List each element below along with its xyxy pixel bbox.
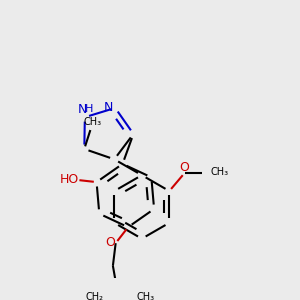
Text: CH₃: CH₃ <box>83 117 102 127</box>
Text: CH₃: CH₃ <box>136 292 154 300</box>
Text: N: N <box>77 103 87 116</box>
Text: H: H <box>85 104 94 115</box>
Text: HO: HO <box>59 173 79 186</box>
Text: N: N <box>103 101 113 114</box>
Text: O: O <box>180 161 189 174</box>
Text: O: O <box>105 236 115 249</box>
Text: CH₃: CH₃ <box>211 167 229 177</box>
Text: CH₂: CH₂ <box>85 292 103 300</box>
